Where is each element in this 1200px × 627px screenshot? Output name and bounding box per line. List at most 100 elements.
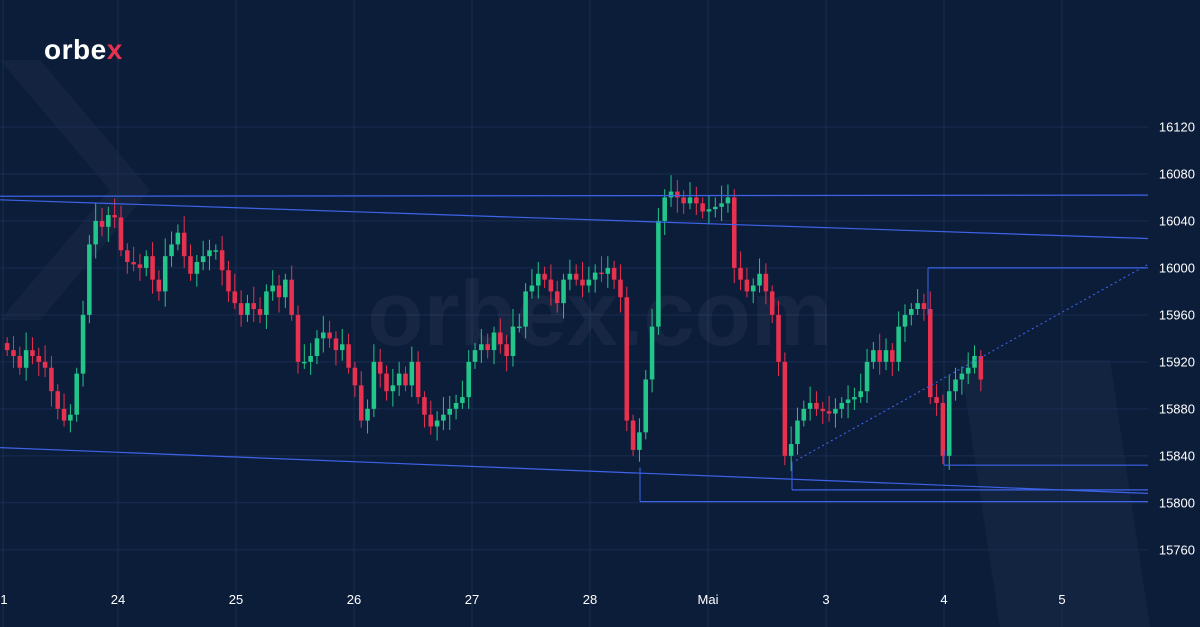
candle-body (365, 408, 370, 421)
candle (118, 205, 124, 257)
candle-body (725, 197, 731, 204)
candle-body (605, 267, 611, 274)
candle-body (580, 279, 585, 286)
candle-body (295, 314, 301, 362)
candle (42, 345, 48, 378)
candle-body (74, 373, 79, 415)
candle-body (422, 397, 427, 415)
candle (485, 333, 490, 359)
candle-body (87, 244, 92, 315)
candle (321, 316, 326, 353)
candle (49, 355, 54, 407)
candle (807, 386, 813, 421)
candle (264, 284, 269, 329)
x-tick-label: 5 (1058, 592, 1065, 607)
candle (339, 328, 345, 361)
candle (769, 285, 775, 324)
logo-text: orbe (44, 34, 107, 65)
candle (845, 385, 851, 419)
candle-body (61, 408, 67, 421)
candle-body (529, 285, 535, 292)
y-tick-label: 16040 (1159, 213, 1195, 228)
candle-body (795, 420, 800, 445)
candle-body (80, 314, 86, 374)
candle-body (788, 444, 794, 456)
candle (289, 265, 294, 321)
x-tick-label: 24 (111, 592, 125, 607)
candle (706, 195, 712, 225)
candle-body (902, 314, 908, 327)
candle (150, 242, 155, 294)
candle (314, 330, 320, 365)
candle (618, 264, 623, 313)
y-tick-label: 15920 (1159, 354, 1195, 369)
candle-body (959, 373, 965, 380)
candle-body (782, 361, 788, 456)
candle-body (700, 203, 705, 212)
deco-slab (960, 360, 1150, 627)
candle (87, 235, 92, 324)
candle (346, 333, 351, 374)
candle (561, 273, 566, 319)
x-tick-label: 26 (347, 592, 361, 607)
candles (4, 175, 984, 472)
candle (428, 400, 434, 435)
candle (972, 345, 977, 374)
y-tick-label: 15840 (1159, 448, 1195, 463)
candle-body (93, 220, 98, 245)
candle (270, 270, 275, 301)
candle-body (769, 291, 775, 315)
candle (694, 186, 699, 216)
y-tick-label: 16000 (1159, 260, 1195, 275)
candle-body (175, 232, 181, 245)
candle-body (833, 408, 838, 414)
candle (352, 361, 358, 398)
candle-body (586, 279, 592, 286)
candle (605, 256, 611, 288)
candle (257, 297, 263, 324)
candle (377, 348, 383, 388)
candle-body (270, 285, 275, 292)
candle-body (17, 355, 23, 368)
candle (245, 294, 250, 322)
candle-body (339, 344, 345, 351)
candle (434, 411, 440, 441)
candle-body (713, 206, 718, 210)
candle-body (845, 399, 851, 403)
candle-body (649, 326, 655, 380)
candle-body (384, 373, 389, 392)
candle-body (896, 326, 901, 362)
candle (131, 246, 136, 272)
x-tick-label: 3 (822, 592, 829, 607)
candle (567, 259, 573, 291)
candle (358, 371, 364, 428)
candle-body (523, 291, 528, 327)
candle (99, 208, 105, 237)
candle-body (409, 361, 415, 386)
candle (864, 348, 870, 403)
candle-body (283, 279, 288, 298)
candle-body (276, 285, 282, 298)
candle (4, 337, 10, 356)
candle (877, 333, 882, 375)
candle (580, 262, 585, 298)
candle (283, 273, 288, 308)
candle-body (814, 402, 819, 409)
candle (529, 269, 535, 299)
x-tick-label: 1 (0, 592, 7, 607)
grid (0, 0, 1148, 627)
candle (491, 326, 497, 365)
candle (396, 361, 402, 396)
candle-body (763, 273, 769, 292)
candle-body (807, 402, 813, 409)
candle (782, 352, 788, 466)
candle-body (934, 397, 939, 403)
drawn-lines (0, 194, 1149, 503)
candle-body (264, 291, 269, 315)
candle-body (219, 250, 225, 271)
candle (453, 394, 459, 420)
candle (93, 203, 98, 259)
candle (700, 197, 705, 219)
candle-body (472, 350, 478, 362)
